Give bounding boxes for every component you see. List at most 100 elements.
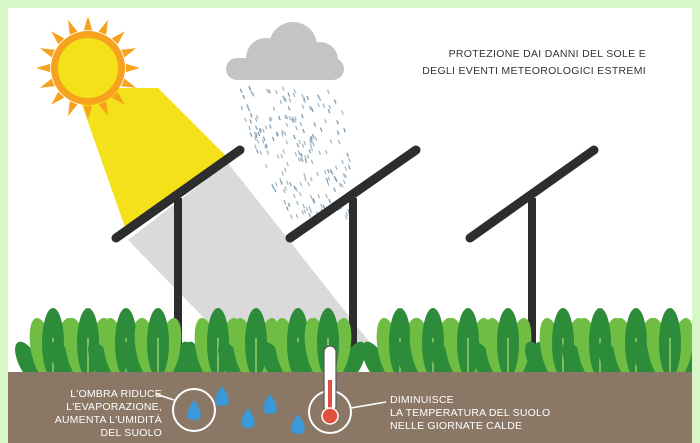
rain-streak	[242, 94, 246, 100]
caption-shade-evaporation: L'OMBRA RIDUCE L'EVAPORAZIONE, AUMENTA L…	[36, 388, 162, 440]
rain-streak	[302, 203, 305, 209]
rain-icon	[239, 85, 355, 220]
rain-streak	[313, 122, 317, 127]
rain-streak	[342, 173, 346, 178]
rain-streak	[347, 164, 351, 170]
rain-streak	[281, 129, 284, 134]
rain-streak	[282, 149, 285, 154]
rain-streak	[268, 89, 271, 94]
rain-streak	[311, 107, 314, 113]
panel-shadow	[128, 163, 378, 353]
rain-streak	[295, 187, 298, 192]
rain-streak	[301, 104, 305, 109]
rain-streak	[272, 106, 276, 111]
rain-streak	[345, 211, 349, 217]
rain-streak	[329, 169, 333, 174]
sun-core	[58, 38, 118, 98]
rain-streak	[257, 131, 261, 137]
sun-ray	[51, 31, 65, 45]
caption-right-line-3: NELLE GIORNATE CALDE	[390, 420, 523, 432]
rain-streak	[338, 182, 342, 187]
rain-streak	[283, 167, 287, 172]
rain-streak	[279, 99, 283, 105]
rain-streak	[333, 99, 337, 104]
rain-streak	[286, 161, 289, 167]
rain-streak	[328, 104, 332, 110]
rain-streak	[298, 191, 302, 197]
rain-streak	[341, 110, 344, 115]
rain-streak	[239, 88, 243, 93]
cloud-icon	[226, 22, 344, 80]
rain-streak	[259, 128, 263, 133]
rain-streak	[328, 198, 331, 204]
caption-right-line-2: LA TEMPERATURA DEL SUOLO	[390, 407, 551, 419]
caption-right-pointer	[350, 401, 387, 409]
rain-streak	[308, 205, 312, 211]
rain-streak	[282, 188, 286, 194]
rain-streak	[346, 152, 350, 158]
caption-right-line-1: DIMINUISCE	[390, 394, 454, 406]
rain-streak	[303, 209, 307, 214]
rain-streak	[336, 120, 339, 125]
sun-icon	[36, 16, 140, 120]
drop-shape	[241, 408, 255, 428]
rain-streak	[306, 154, 310, 159]
rain-streak	[285, 206, 289, 211]
sun-ray	[98, 19, 108, 35]
rain-streak	[309, 177, 313, 182]
rain-streak	[326, 168, 330, 174]
rain-streak	[324, 149, 328, 155]
rain-streak	[295, 125, 298, 131]
drop-shape	[291, 414, 305, 434]
title-line-2: DEGLI EVENTI METEOROLOGICI ESTREMI	[422, 65, 646, 77]
rain-streak	[327, 176, 331, 181]
rain-streak	[306, 95, 310, 101]
rain-streak	[279, 177, 282, 183]
rain-streak	[261, 139, 265, 144]
rain-streak	[310, 146, 314, 152]
rain-streak	[333, 175, 337, 181]
rain-streak	[329, 139, 333, 144]
rain-streak	[301, 157, 304, 163]
sun-ray	[51, 91, 65, 105]
rain-streak	[334, 165, 338, 171]
rain-streak	[285, 139, 289, 145]
rain-streak	[283, 200, 287, 205]
rain-streak	[304, 176, 307, 182]
rain-streak	[319, 127, 323, 132]
rain-streak	[251, 92, 255, 97]
rain-streak	[278, 115, 281, 121]
rain-streak	[255, 125, 258, 130]
rain-streak	[348, 157, 351, 163]
sun-ray	[83, 105, 93, 120]
rain-streak	[325, 177, 329, 183]
rain-streak	[291, 116, 295, 121]
rain-streak	[317, 102, 320, 108]
sun-ray	[125, 63, 140, 73]
sun-ray	[121, 48, 137, 58]
rain-streak	[294, 152, 298, 157]
rain-streak	[308, 105, 312, 111]
rain-streak	[342, 179, 346, 185]
rain-streak	[301, 143, 305, 148]
rain-streak	[320, 203, 323, 209]
rain-streak	[280, 132, 284, 137]
rain-streak	[300, 152, 303, 158]
rain-streak	[265, 143, 268, 148]
thermo-bulb	[321, 407, 339, 425]
rain-streak	[299, 122, 303, 127]
rain-streak	[301, 210, 305, 215]
rain-streak	[300, 113, 304, 119]
rain-streak	[312, 141, 315, 147]
sun-ray	[68, 101, 78, 117]
diagram-panel: PROTEZIONE DAI DANNI DEL SOLE E DEGLI EV…	[8, 8, 692, 443]
rain-streak	[292, 193, 296, 199]
thermo-mercury	[328, 380, 332, 412]
panel-surface	[465, 145, 599, 243]
diagram-title: PROTEZIONE DAI DANNI DEL SOLE E DEGLI EV…	[396, 46, 646, 80]
rain-streak	[283, 97, 287, 102]
rain-streak	[316, 171, 319, 177]
rain-streak	[302, 98, 306, 104]
rain-streak	[310, 159, 314, 164]
